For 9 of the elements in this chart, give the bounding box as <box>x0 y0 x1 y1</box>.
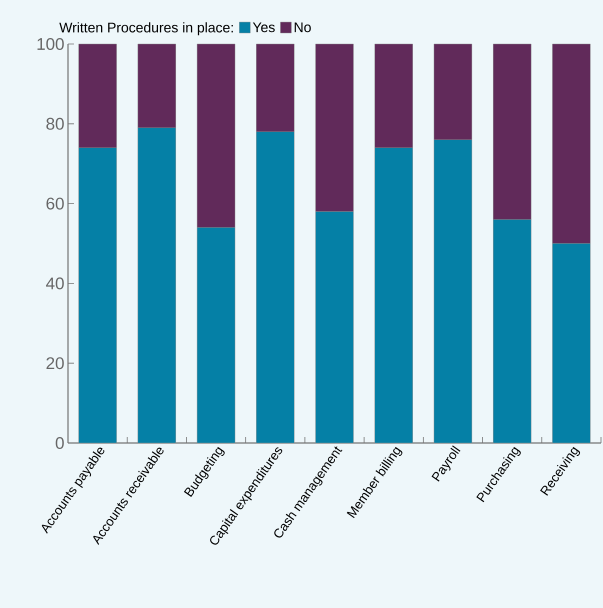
y-tick-label: 60 <box>46 198 64 210</box>
y-tick-label: 40 <box>46 277 64 290</box>
legend-label: Yes <box>252 22 275 32</box>
y-tick-label: 20 <box>46 357 64 370</box>
y-tick-label: 100 <box>38 38 64 50</box>
legend-label: No <box>294 22 311 32</box>
y-tick-label: 0 <box>56 437 64 449</box>
y-tick-label: 80 <box>46 118 64 130</box>
legend-title: Written Procedures in place: <box>59 22 233 36</box>
